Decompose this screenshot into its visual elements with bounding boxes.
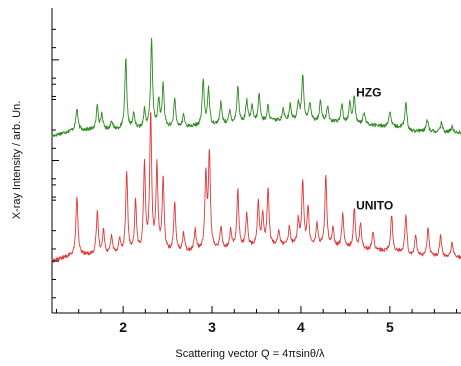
series-label-hzg: HZG [356, 85, 381, 99]
x-tick-label: 4 [297, 319, 305, 335]
series-line-hzg [51, 37, 461, 137]
x-axis-label: Scattering vector Q = 4πsinθ/λ [175, 348, 325, 360]
plot-frame [51, 8, 461, 314]
x-tick-label: 5 [386, 319, 394, 335]
x-tick-label: 3 [208, 319, 216, 335]
y-axis-label: X-ray Intensity / arb. Un. [11, 101, 23, 220]
series-labels: HZG UNITO [356, 85, 393, 212]
series-line-unito [51, 112, 461, 263]
x-tick-label: 2 [119, 319, 127, 335]
series-layer [51, 37, 461, 263]
y-axis-ticks [52, 28, 59, 299]
x-axis-ticks: 2 3 4 5 [55, 306, 458, 335]
series-label-unito: UNITO [356, 198, 393, 212]
